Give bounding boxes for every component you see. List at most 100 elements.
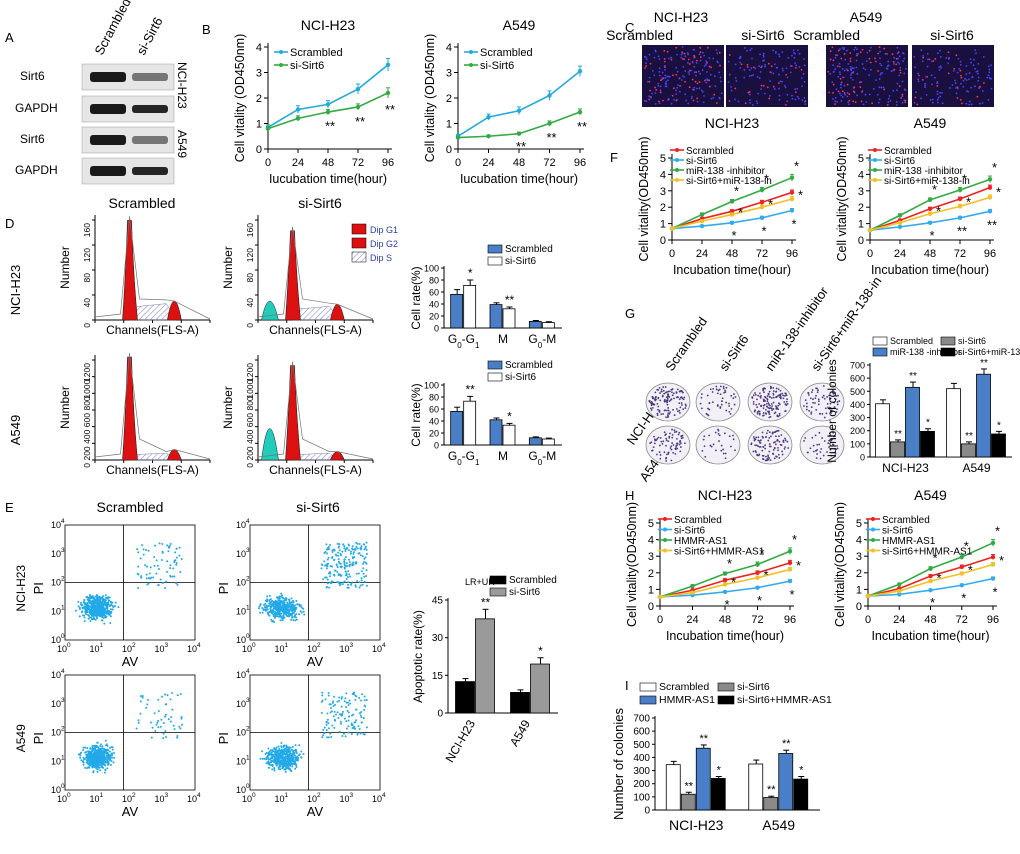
colony-dot (762, 412, 765, 414)
scatter-point (166, 570, 169, 573)
bar (680, 793, 696, 811)
significance-mark: * (724, 597, 729, 612)
cell-dot (917, 72, 920, 75)
cell-dot (762, 52, 765, 55)
scatter-point (275, 746, 278, 749)
scatter-point (85, 608, 88, 611)
scatter-point (84, 746, 87, 749)
data-point (325, 109, 331, 115)
scatter-point (103, 748, 106, 751)
scatter-point (281, 754, 284, 757)
scatter-x-tick-exp: 0 (252, 792, 256, 799)
panel-i: 0100200300400500600700*****NCI-H23*****A… (611, 681, 832, 833)
scatter-x-tick: 10 (89, 794, 99, 804)
scatter-point (298, 744, 301, 747)
x-tick-label: G0-G1 (448, 332, 480, 350)
legend-marker (675, 158, 679, 162)
cell-dot (892, 69, 894, 72)
legend-label: si-Sirt6 (737, 681, 770, 693)
data-point (789, 190, 795, 195)
scatter-point (267, 758, 270, 761)
scatter-point (99, 764, 102, 767)
colony-dot (725, 409, 728, 412)
scatter-point (149, 566, 152, 569)
bar (695, 747, 711, 811)
colony-dot (762, 445, 765, 448)
cell-dot (728, 73, 731, 76)
scatter-y-tick: 10 (236, 785, 246, 795)
scatter-point (161, 542, 164, 545)
cell-dot (696, 97, 699, 100)
hist-tick-label: 0 (245, 323, 255, 328)
scatter-y-tick: 10 (236, 520, 246, 530)
scatter-point (270, 618, 273, 621)
scatter-point (293, 610, 296, 613)
y-tick-label: 0 (856, 601, 862, 613)
colony-dot (758, 412, 761, 415)
scatter-point (179, 571, 182, 574)
scatter-x-tick-exp: 2 (132, 792, 136, 799)
data-point (897, 213, 903, 218)
scatter-point (161, 550, 164, 553)
y-tick-label: 500 (850, 387, 865, 397)
cell-dot (712, 96, 715, 99)
scatter-x-tick-exp: 1 (285, 642, 289, 649)
cell-dot (852, 78, 854, 81)
scatter-point (358, 712, 361, 715)
scatter-point (276, 763, 279, 766)
significance-mark: * (764, 172, 769, 187)
scatter-point (180, 717, 183, 720)
panel-letters: A B C D E F G H I (5, 20, 635, 693)
colony-dot (784, 439, 787, 442)
cell-dot (730, 86, 733, 88)
cell-dot (796, 87, 799, 90)
cell-dot (957, 57, 960, 60)
colony-dot (754, 393, 757, 396)
scatter-point (97, 766, 100, 769)
cell-dot (688, 63, 691, 65)
colony-dot (661, 395, 664, 398)
significance-mark: ** (465, 382, 475, 396)
scatter-point (331, 551, 334, 554)
scatter-point (155, 559, 158, 562)
cell-dot (756, 75, 759, 78)
scatter-point (156, 564, 159, 567)
scatter-point (331, 701, 334, 704)
cell-dot (709, 73, 712, 76)
cell-dot (706, 79, 709, 82)
scatter-point (159, 725, 162, 728)
scatter-point (323, 726, 326, 729)
scatter-point (101, 759, 104, 762)
scatter-point (273, 759, 276, 762)
scatter-point (276, 613, 279, 616)
scatter-point (269, 753, 272, 756)
cell-dot (846, 83, 849, 86)
colony-dot (652, 446, 655, 449)
y-tick-label: 2 (858, 202, 864, 214)
scatter-point (275, 754, 278, 757)
scatter-point (348, 558, 351, 561)
scatter-point (110, 752, 113, 755)
significance-mark: * (792, 532, 797, 547)
colony-dot (678, 402, 681, 405)
scatter-point (354, 698, 357, 701)
cell-dot (649, 62, 652, 65)
cell-dot (668, 75, 671, 78)
colony-dot (657, 405, 660, 408)
scatter-point (103, 602, 106, 605)
colony-dot (715, 449, 717, 452)
cell-dot (990, 64, 993, 67)
scatter-point (263, 606, 266, 609)
scatter-point (264, 599, 267, 602)
scatter-point (268, 763, 271, 766)
cell-dot (864, 68, 867, 71)
y-tick-label: 60 (429, 288, 439, 298)
scatter-y-tick-exp: 1 (61, 754, 65, 761)
scatter-point (288, 615, 291, 618)
scatter-point (175, 582, 178, 585)
cell-dot (899, 66, 902, 69)
scatter-point (257, 607, 260, 610)
scatter-point (169, 564, 172, 567)
